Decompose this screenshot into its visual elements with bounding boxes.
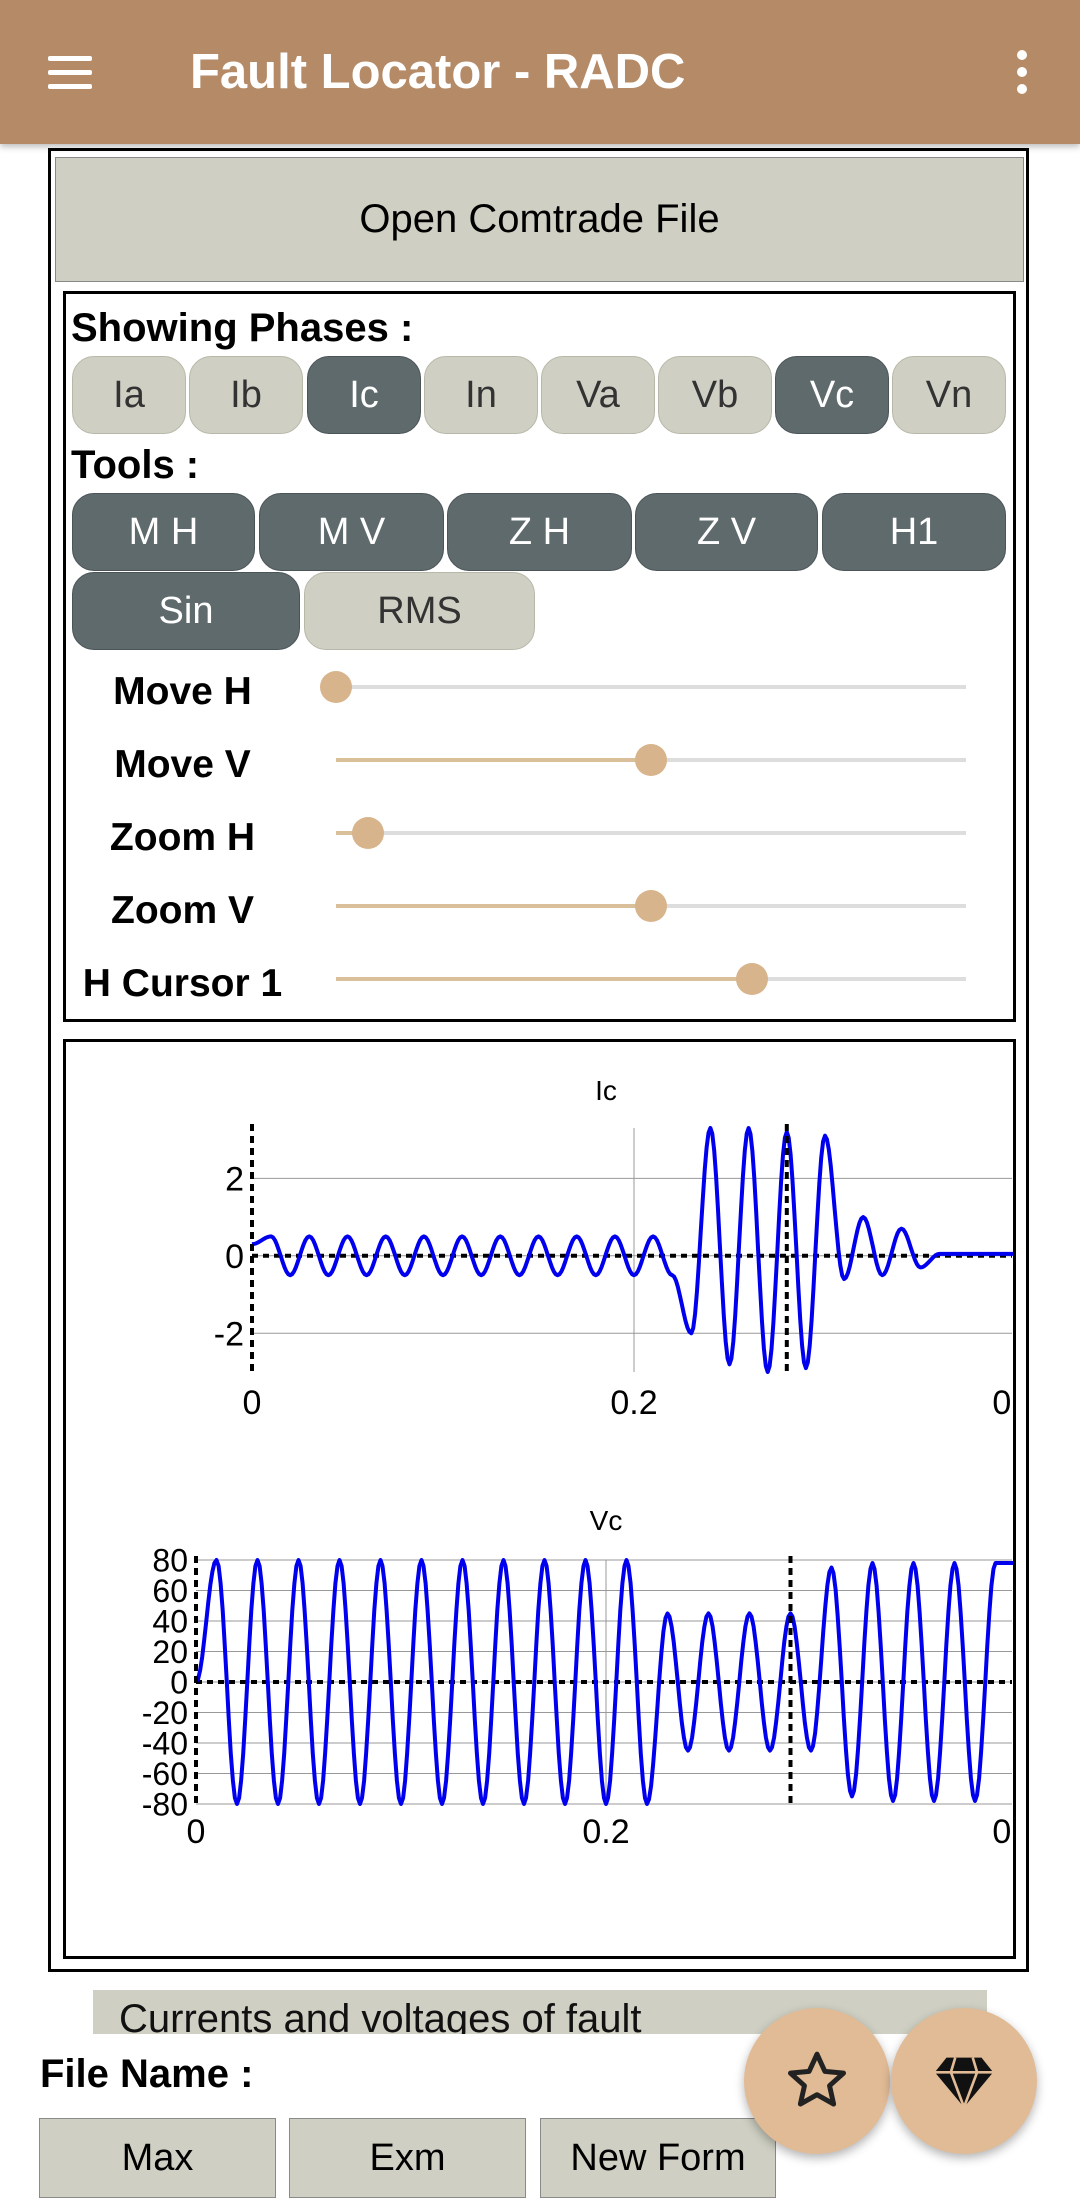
showing-phases-label: Showing Phases : — [71, 306, 414, 350]
chart-title: Vc — [590, 1505, 623, 1536]
more-vert-icon[interactable] — [1000, 44, 1044, 100]
slider-thumb[interactable] — [320, 671, 352, 703]
slider-thumb[interactable] — [351, 817, 384, 849]
slider-fill — [336, 904, 651, 908]
y-tick-label: -20 — [142, 1695, 188, 1731]
slider-label: Zoom H — [109, 816, 256, 859]
series-line — [194, 1558, 1013, 1806]
slider-thumb[interactable] — [635, 890, 667, 922]
ic-chart: Ic 2 0 -2 0 0.2 0.4 — [214, 1075, 1013, 1422]
phase-va-button[interactable]: Va — [541, 356, 655, 434]
diamond-icon — [934, 2057, 994, 2111]
chart-title: Ic — [595, 1075, 617, 1106]
y-tick-label: 40 — [152, 1604, 188, 1640]
x-tick-label: 0 — [243, 1384, 262, 1422]
slider-fill — [336, 758, 651, 762]
slider-track[interactable] — [336, 685, 966, 689]
info-strip-text: Currents and voltages of fault — [119, 1997, 642, 2034]
waveform-plots[interactable]: Ic 20-200.20.4 Vc 806040200-20-40-60-800… — [66, 1042, 1013, 1956]
new-form-button[interactable]: New Form — [540, 2118, 776, 2198]
file-name-label: File Name : — [40, 2052, 254, 2096]
x-tick-label: 0.2 — [582, 1813, 629, 1851]
slider-thumb[interactable] — [635, 744, 667, 776]
y-tick-label: -60 — [142, 1756, 188, 1792]
y-tick-label: 2 — [225, 1161, 244, 1199]
tool-sin-button[interactable]: Sin — [72, 572, 300, 650]
phase-vc-button[interactable]: Vc — [775, 356, 889, 434]
slider-label: Move V — [114, 743, 251, 786]
open-comtrade-button[interactable]: Open Comtrade File — [55, 157, 1024, 282]
y-tick-label: 20 — [152, 1634, 188, 1670]
phase-vb-button[interactable]: Vb — [658, 356, 772, 434]
slider-track[interactable] — [336, 977, 966, 981]
tool-h1-button[interactable]: H1 — [822, 493, 1006, 571]
phase-ic-button[interactable]: Ic — [307, 356, 421, 434]
slider-label: Move H — [113, 670, 252, 713]
series-line — [251, 1126, 1013, 1374]
phase-vn-button[interactable]: Vn — [892, 356, 1006, 434]
tool-move-h-button[interactable]: M H — [72, 493, 255, 571]
slider-label: H Cursor 1 — [82, 962, 283, 1005]
y-tick-label: 80 — [152, 1543, 188, 1579]
slider-fill — [336, 977, 752, 981]
y-tick-label: 60 — [152, 1573, 188, 1609]
exm-button[interactable]: Exm — [289, 2118, 526, 2198]
x-tick-label: 0 — [187, 1813, 206, 1851]
premium-fab[interactable] — [891, 2008, 1037, 2154]
x-tick-label: 0.2 — [610, 1384, 657, 1422]
phase-ib-button[interactable]: Ib — [189, 356, 303, 434]
tool-move-v-button[interactable]: M V — [259, 493, 444, 571]
waveform-panel: Ic 20-200.20.4 Vc 806040200-20-40-60-800… — [63, 1039, 1016, 1959]
tools-label: Tools : — [71, 443, 200, 487]
favorite-fab[interactable] — [744, 2008, 890, 2154]
star-icon — [787, 2051, 847, 2107]
y-tick-label: -40 — [142, 1726, 188, 1762]
content-frame — [48, 148, 1029, 1972]
x-tick-label: 0.4 — [992, 1813, 1013, 1851]
app-bar: Fault Locator - RADC — [0, 0, 1080, 144]
slider-thumb[interactable] — [735, 963, 768, 995]
slider-track[interactable] — [336, 831, 966, 835]
tool-zoom-v-button[interactable]: Z V — [635, 493, 818, 571]
max-button[interactable]: Max — [39, 2118, 276, 2198]
y-tick-label: -2 — [214, 1316, 244, 1354]
y-tick-label: 0 — [170, 1665, 188, 1701]
y-tick-label: 0 — [225, 1238, 244, 1276]
tool-rms-button[interactable]: RMS — [304, 572, 535, 650]
app-title: Fault Locator - RADC — [190, 45, 686, 99]
slider-label: Zoom V — [111, 889, 254, 932]
y-tick-label: -80 — [142, 1787, 188, 1823]
menu-icon[interactable] — [40, 44, 100, 100]
phase-in-button[interactable]: In — [424, 356, 538, 434]
x-tick-label: 0.4 — [992, 1384, 1013, 1422]
phase-ia-button[interactable]: Ia — [72, 356, 186, 434]
controls-panel — [63, 291, 1016, 1022]
tool-zoom-h-button[interactable]: Z H — [447, 493, 632, 571]
